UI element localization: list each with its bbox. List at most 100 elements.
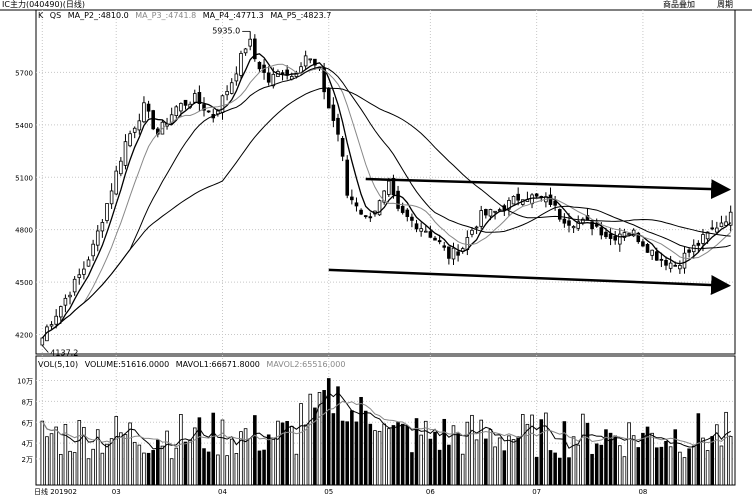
candle-body [576,221,581,229]
volume-bar [525,423,530,486]
candle-body [382,190,386,203]
time-tick-label: 03 [112,488,121,496]
volume-bar [544,412,548,486]
candle-body [451,247,456,260]
volume-bar [160,445,165,486]
candle-body [470,229,474,235]
volume-bar [618,445,622,486]
legend-mavol2: MAVOL2:65516.000 [266,360,346,369]
candle-body [82,268,86,275]
candle-body [641,241,645,247]
volume-bar [562,421,567,486]
volume-bar [345,421,350,486]
volume-bar [216,454,220,486]
volume-bar [548,450,553,486]
candle-body [119,160,123,175]
volume-bar [428,438,433,486]
volume-bar [678,451,682,486]
candle-body [331,104,336,121]
volume-bar [400,423,405,486]
volume-bar [271,439,276,486]
candle-body [72,278,77,293]
price-panel-frame [35,9,736,355]
volume-bar [497,437,502,486]
candle-body [174,106,179,116]
candle-body [484,209,488,216]
volume-bar [419,434,423,486]
candle-body [54,315,58,325]
volume-bar [534,456,539,486]
volume-bar [682,457,687,486]
volume-bar [40,420,45,486]
candle-body [359,209,363,215]
candle-body [705,231,710,240]
volume-bar [668,446,673,486]
volume-bar [128,422,132,486]
candle-body [599,227,604,236]
candle-body [567,220,571,226]
candle-body [137,120,142,131]
volume-bar [437,449,442,486]
volume-bar [516,436,520,486]
volume-bar [86,458,91,486]
volume-bar [641,432,645,486]
volume-bar [165,430,169,486]
candle-body [682,252,687,269]
volume-bar [396,422,400,486]
volume-bar [142,452,146,486]
trend-arrow [365,177,732,200]
volume-bar [377,430,382,486]
candle-body [562,218,567,224]
candle-body [40,337,45,346]
overlay-button[interactable]: 商品叠加 [663,0,695,9]
candle-body [257,61,262,70]
volume-bar [484,438,488,486]
candle-body [433,237,437,241]
ma-p5-line [41,87,731,339]
volume-bar [631,435,636,486]
volume-bar [262,449,266,486]
candle-body [91,243,95,257]
candle-body [645,243,650,253]
candle-body [368,216,373,219]
volume-bar [294,453,299,486]
volume-bar [132,441,137,486]
volume-bar [530,414,534,486]
candle-body [336,117,340,135]
volume-bar [710,436,714,486]
candle-body [636,232,641,243]
volume-bar [590,453,594,486]
period-button[interactable]: 周期 [717,0,733,9]
legend-ma-p4: MA_P4_:4771.3 [202,11,264,20]
volume-bar [493,446,497,486]
volume-bar [363,410,368,486]
candle-body [507,199,511,210]
candle-body [419,228,423,232]
volume-bar [373,430,377,486]
candle-body [123,141,128,166]
volume-bar [581,413,585,486]
volume-bar [95,429,100,486]
candle-body [234,73,239,82]
candle-body [557,209,562,220]
candle-body [146,103,151,112]
ma-p2-line [41,53,732,339]
volume-bar [146,452,151,486]
volume-bar [220,419,225,486]
volume-tick-label: 6万 [22,419,33,427]
candle-body [243,48,248,54]
volume-bar [599,444,604,486]
candle-body [109,190,114,205]
candle-body [377,200,382,216]
candle-body [668,262,673,269]
volume-bar [156,439,160,486]
volume-bar [350,410,354,486]
legend-ma-p3: MA_P3_:4741.8 [135,11,197,20]
volume-bar [405,425,410,486]
volume-bar [229,438,234,486]
candle-body [447,246,451,259]
volume-bar [687,448,691,486]
candle-body [396,190,400,209]
low-label: 4137.2 [50,348,78,357]
time-tick-label: 06 [426,488,435,496]
